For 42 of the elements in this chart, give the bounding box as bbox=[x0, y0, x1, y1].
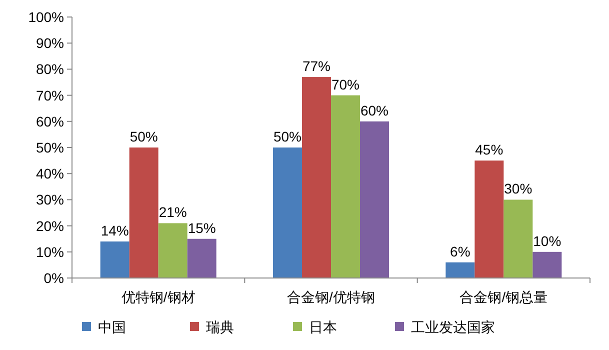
bar bbox=[302, 77, 331, 278]
legend-label: 工业发达国家 bbox=[411, 319, 495, 335]
data-label: 70% bbox=[331, 76, 360, 92]
y-tick-label: 10% bbox=[36, 244, 64, 260]
y-tick-label: 60% bbox=[36, 113, 64, 130]
bar bbox=[158, 223, 188, 278]
data-label: 30% bbox=[504, 180, 532, 197]
x-tick-label: 优特钢/钢材 bbox=[121, 289, 196, 305]
y-tick-label: 70% bbox=[36, 87, 64, 104]
bar bbox=[129, 148, 158, 278]
data-label: 60% bbox=[360, 102, 389, 118]
data-label: 45% bbox=[475, 142, 504, 158]
x-tick-label: 合金钢/钢总量 bbox=[460, 289, 548, 305]
data-label: 14% bbox=[100, 222, 129, 238]
data-label: 10% bbox=[533, 232, 562, 249]
data-label: 77% bbox=[302, 58, 331, 74]
y-tick-label: 80% bbox=[36, 61, 64, 78]
legend-label: 中国 bbox=[98, 319, 126, 335]
legend-label: 瑞典 bbox=[206, 319, 234, 335]
y-tick-label: 50% bbox=[36, 140, 64, 156]
legend-label: 日本 bbox=[309, 319, 337, 335]
bar bbox=[504, 200, 533, 278]
y-tick-label: 20% bbox=[36, 218, 64, 234]
y-tick-label: 30% bbox=[36, 192, 64, 208]
bar bbox=[187, 238, 216, 278]
bar bbox=[100, 241, 130, 278]
data-label: 6% bbox=[450, 243, 470, 260]
x-tick-label: 合金钢/优特钢 bbox=[287, 289, 375, 305]
y-tick-label: 100% bbox=[28, 9, 64, 25]
data-label: 50% bbox=[130, 128, 158, 144]
bar bbox=[446, 262, 475, 278]
data-label: 50% bbox=[273, 128, 302, 144]
bar bbox=[474, 160, 504, 278]
bar bbox=[331, 95, 360, 278]
bar bbox=[360, 121, 389, 278]
bar bbox=[532, 252, 562, 278]
y-tick-label: 40% bbox=[36, 166, 64, 182]
y-tick-label: 90% bbox=[36, 35, 64, 52]
data-label: 15% bbox=[188, 220, 216, 236]
y-tick-label: 0% bbox=[44, 270, 64, 286]
bar bbox=[273, 148, 302, 278]
data-label: 21% bbox=[158, 204, 187, 220]
